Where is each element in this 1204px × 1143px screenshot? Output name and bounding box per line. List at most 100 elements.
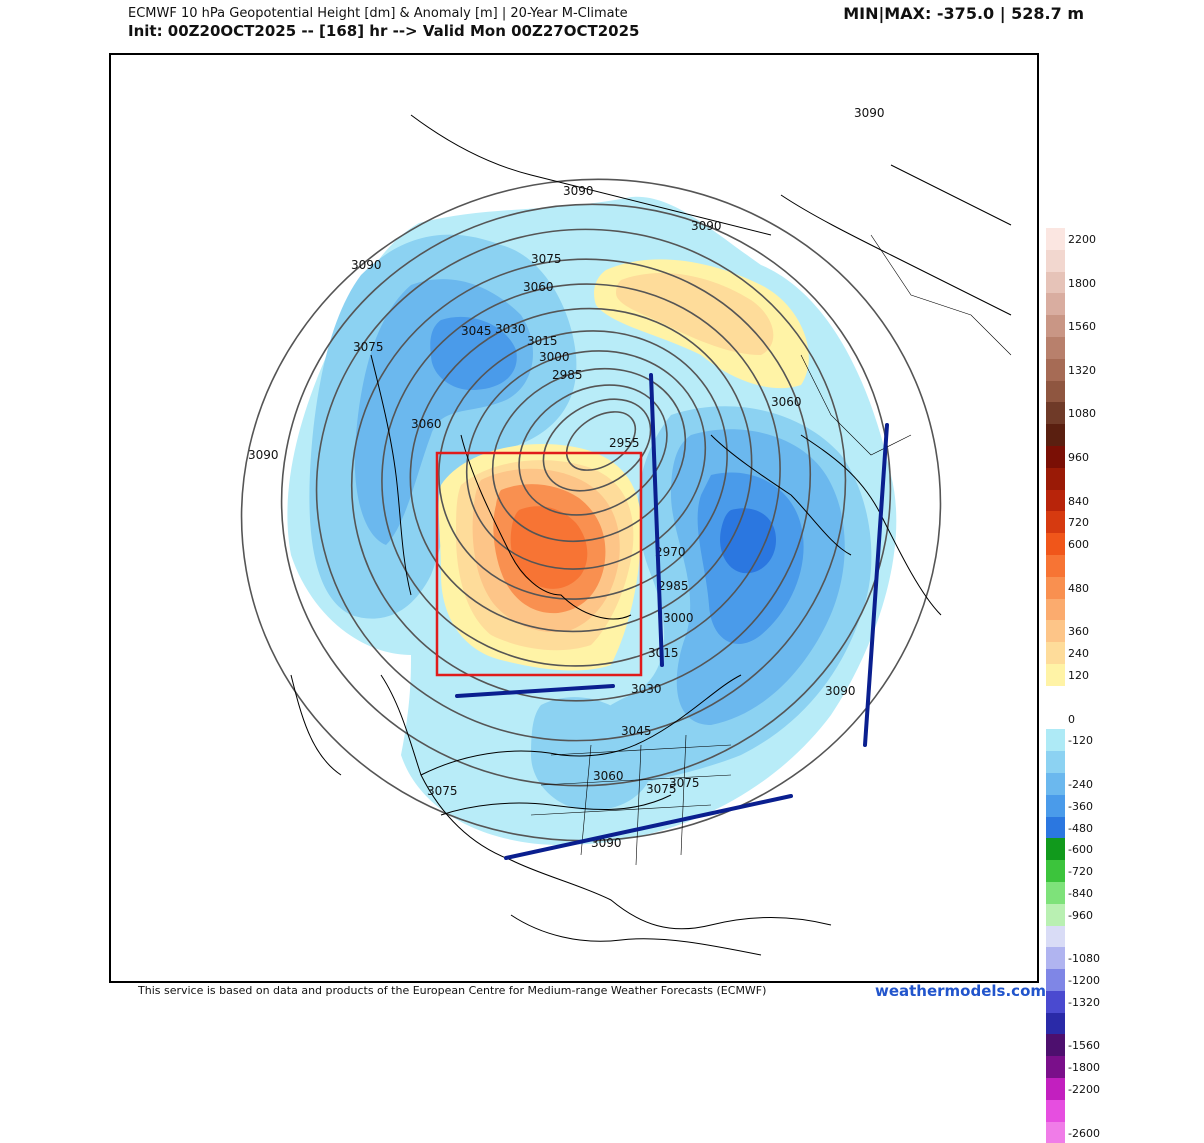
legend-row [1046,925,1196,948]
legend-row: 360 [1046,620,1196,643]
anomaly-blue-east-center [720,508,776,574]
legend-row [1046,598,1196,621]
contour-label: 3090 [854,106,885,120]
legend-swatch [1046,1099,1065,1122]
title-line-1: ECMWF 10 hPa Geopotential Height [dm] & … [128,6,628,21]
legend-swatch [1046,642,1065,664]
contour-label: 3060 [411,417,442,431]
contour-label: 3075 [531,252,562,266]
drawn-line-2 [455,684,615,698]
legend-swatch [1046,707,1065,730]
legend-swatch [1046,881,1065,904]
legend-label: 2200 [1068,233,1096,246]
legend-row: -720 [1046,860,1196,882]
legend-label: -240 [1068,777,1093,791]
legend-row: 840 [1046,489,1196,512]
legend-row: 1800 [1046,271,1196,294]
map-panel: 3090 3090 3090 3090 3090 3090 3090 3075 3075 3075… [109,53,1039,983]
legend-swatch [1046,860,1065,882]
legend-row: 480 [1046,576,1196,599]
legend-swatch [1046,598,1065,621]
legend-label: -720 [1068,865,1093,879]
brand-link[interactable]: weathermodels.com [874,982,1046,1000]
legend-swatch [1046,424,1065,446]
legend-swatch [1046,489,1065,512]
legend-label: -1560 [1068,1039,1100,1053]
contour-label: 2985 [552,368,583,382]
legend-swatch [1046,685,1065,708]
contour-label: 3090 [691,219,722,233]
legend-label: 600 [1068,538,1089,552]
anomaly-warm-north-2 [616,272,774,355]
legend-label: 360 [1068,625,1089,639]
legend-swatch [1046,336,1065,359]
legend-row: -480 [1046,816,1196,839]
legend-swatch [1046,794,1065,817]
legend-row [1046,1012,1196,1035]
legend-label: -1800 [1068,1061,1100,1075]
legend-row [1046,249,1196,272]
legend-swatch [1046,554,1065,577]
legend-label: -480 [1068,821,1093,835]
legend-label: 1320 [1068,363,1096,377]
legend-label: 840 [1068,494,1089,508]
legend-row: -600 [1046,838,1196,861]
legend-label: 240 [1068,647,1089,661]
legend-swatch [1046,271,1065,294]
legend-swatch [1046,228,1065,250]
contour-label: 3060 [771,395,802,409]
legend-row: -960 [1046,903,1196,926]
header-title: ECMWF 10 hPa Geopotential Height [dm] & … [128,5,640,41]
legend-label: 1800 [1068,276,1096,290]
contour-label: 3075 [427,784,458,798]
legend-row [1046,336,1196,359]
contour-label: 2985 [658,579,689,593]
legend-swatch [1046,533,1065,555]
legend-label: 1560 [1068,320,1096,334]
legend-label: 720 [1068,516,1089,530]
contour-label: 3075 [669,776,700,790]
legend-label: 0 [1068,712,1075,726]
legend-swatch [1046,663,1065,686]
drawn-line-1 [649,373,664,667]
legend-row: -120 [1046,729,1196,752]
legend-swatch [1046,380,1065,403]
legend-label: -360 [1068,799,1093,813]
legend-swatch [1046,293,1065,316]
legend-swatch [1046,772,1065,795]
contour-label: 2955 [609,436,640,450]
legend-row [1046,293,1196,316]
legend-swatch [1046,947,1065,970]
contour-label: 3075 [353,340,384,354]
contour-label: 2970 [655,545,686,559]
color-legend: 2200 1800 1560 1320 1080 960 840 720 600 480 360 24… [1046,228,1196,1143]
legend-label: -120 [1068,734,1093,748]
contour-label: 3090 [563,184,594,198]
contour-label: 3030 [631,682,662,696]
legend-row: 1080 [1046,402,1196,425]
legend-row: -840 [1046,881,1196,904]
legend-row: -2200 [1046,1078,1196,1100]
legend-row: 2200 [1046,228,1196,250]
contour-label: 3045 [621,724,652,738]
legend-swatch [1046,358,1065,381]
legend-swatch [1046,1034,1065,1057]
legend-swatch [1046,729,1065,752]
legend-row: -1080 [1046,947,1196,970]
legend-row [1046,1099,1196,1122]
legend-label: -1320 [1068,995,1100,1009]
legend-swatch [1046,315,1065,337]
legend-swatch [1046,1078,1065,1100]
title-line-2: Init: 00Z20OCT2025 -- [168] hr --> Valid… [128,22,640,40]
legend-swatch [1046,1121,1065,1143]
legend-row: 0 [1046,707,1196,730]
legend-swatch [1046,925,1065,948]
minmax-readout: MIN|MAX: -375.0 | 528.7 m [843,4,1084,23]
legend-swatch [1046,402,1065,425]
legend-label: -2200 [1068,1083,1100,1097]
legend-row: 960 [1046,445,1196,468]
legend-row: -1320 [1046,990,1196,1013]
legend-swatch [1046,816,1065,839]
contour-label: 3075 [646,782,677,796]
contour-label: 3090 [248,448,279,462]
